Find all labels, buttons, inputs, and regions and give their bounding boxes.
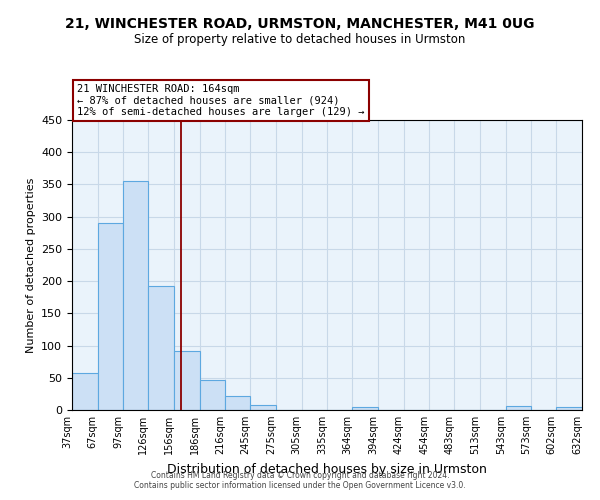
Bar — [352, 407, 378, 410]
Text: Size of property relative to detached houses in Urmston: Size of property relative to detached ho… — [134, 32, 466, 46]
Bar — [98, 223, 124, 410]
Text: 21 WINCHESTER ROAD: 164sqm
← 87% of detached houses are smaller (924)
12% of sem: 21 WINCHESTER ROAD: 164sqm ← 87% of deta… — [77, 84, 365, 117]
Bar — [124, 181, 148, 410]
Y-axis label: Number of detached properties: Number of detached properties — [26, 178, 35, 352]
Bar — [148, 286, 174, 410]
Bar — [72, 372, 98, 410]
Bar — [226, 396, 250, 410]
Bar — [200, 380, 226, 410]
Text: Contains HM Land Registry data © Crown copyright and database right 2024.
Contai: Contains HM Land Registry data © Crown c… — [134, 470, 466, 490]
Bar — [506, 406, 532, 410]
Bar — [556, 408, 582, 410]
X-axis label: Distribution of detached houses by size in Urmston: Distribution of detached houses by size … — [167, 462, 487, 475]
Text: 21, WINCHESTER ROAD, URMSTON, MANCHESTER, M41 0UG: 21, WINCHESTER ROAD, URMSTON, MANCHESTER… — [65, 18, 535, 32]
Bar — [174, 352, 200, 410]
Bar — [250, 405, 276, 410]
